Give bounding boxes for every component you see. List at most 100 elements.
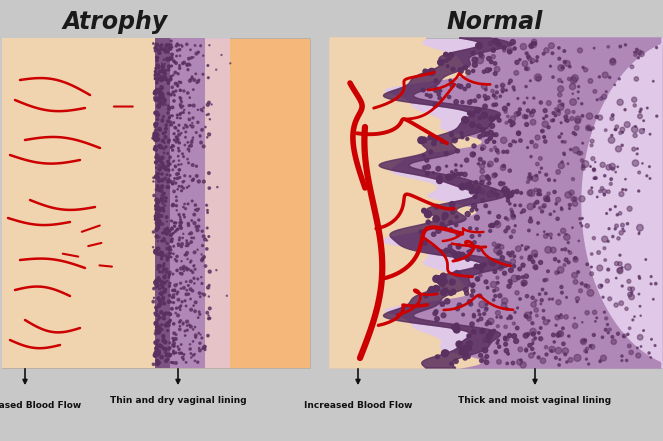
Circle shape [450, 249, 453, 253]
Circle shape [503, 271, 507, 275]
Circle shape [160, 185, 164, 189]
Circle shape [638, 114, 642, 119]
Circle shape [179, 89, 181, 91]
Circle shape [634, 53, 637, 56]
Circle shape [550, 237, 552, 239]
Circle shape [466, 138, 469, 140]
Circle shape [170, 75, 172, 78]
Circle shape [156, 198, 158, 200]
Circle shape [649, 178, 651, 179]
Circle shape [164, 205, 166, 206]
Circle shape [184, 124, 186, 126]
Text: Thin and dry vaginal lining: Thin and dry vaginal lining [109, 396, 247, 405]
Circle shape [160, 92, 163, 94]
Circle shape [638, 232, 640, 233]
Circle shape [154, 111, 157, 115]
Circle shape [202, 293, 203, 294]
Circle shape [176, 177, 178, 179]
Circle shape [524, 67, 528, 70]
Circle shape [479, 116, 481, 119]
Circle shape [570, 99, 576, 105]
Circle shape [168, 294, 170, 296]
Circle shape [650, 283, 652, 285]
Circle shape [163, 281, 166, 284]
Circle shape [552, 119, 554, 121]
Circle shape [444, 351, 449, 355]
Circle shape [156, 253, 158, 255]
Circle shape [180, 164, 182, 165]
Circle shape [160, 76, 162, 78]
Circle shape [183, 90, 185, 92]
Circle shape [520, 44, 526, 50]
Circle shape [178, 321, 180, 323]
Circle shape [480, 169, 485, 174]
Circle shape [509, 235, 512, 239]
Circle shape [591, 157, 595, 161]
Circle shape [458, 67, 463, 73]
Circle shape [453, 326, 460, 333]
Circle shape [484, 280, 488, 284]
Circle shape [442, 279, 448, 284]
Circle shape [166, 57, 168, 60]
Circle shape [595, 321, 596, 322]
Circle shape [198, 225, 200, 228]
Circle shape [492, 103, 495, 107]
Circle shape [528, 190, 535, 196]
Circle shape [179, 225, 181, 227]
Circle shape [434, 204, 439, 209]
Circle shape [484, 308, 488, 311]
Circle shape [158, 158, 162, 162]
Circle shape [157, 297, 160, 300]
Circle shape [574, 318, 575, 319]
Circle shape [178, 142, 180, 144]
Circle shape [633, 160, 638, 166]
Circle shape [548, 43, 554, 49]
Circle shape [555, 315, 560, 320]
Circle shape [477, 310, 480, 312]
Circle shape [574, 133, 577, 135]
Circle shape [159, 237, 160, 238]
Circle shape [167, 93, 170, 95]
Circle shape [190, 141, 193, 143]
Circle shape [512, 86, 515, 89]
Circle shape [538, 171, 540, 173]
Circle shape [155, 222, 158, 224]
Circle shape [465, 292, 469, 295]
Circle shape [170, 233, 172, 235]
Circle shape [444, 248, 449, 253]
Circle shape [542, 52, 545, 55]
Circle shape [163, 75, 166, 78]
Circle shape [574, 355, 581, 361]
Circle shape [163, 338, 164, 339]
Circle shape [552, 120, 554, 122]
Circle shape [158, 213, 160, 215]
Circle shape [580, 282, 583, 285]
Circle shape [530, 80, 531, 82]
Circle shape [180, 105, 181, 106]
Circle shape [163, 239, 166, 242]
Circle shape [184, 330, 186, 332]
Circle shape [533, 206, 535, 208]
Circle shape [615, 206, 616, 207]
Circle shape [185, 137, 186, 138]
Circle shape [545, 278, 548, 281]
Circle shape [154, 75, 156, 77]
Circle shape [170, 65, 172, 67]
Circle shape [621, 144, 623, 146]
Bar [2, 38, 310, 368]
Circle shape [532, 343, 534, 344]
Circle shape [154, 147, 156, 151]
Circle shape [558, 364, 560, 366]
Circle shape [171, 59, 173, 60]
Circle shape [482, 161, 485, 164]
Circle shape [587, 127, 589, 129]
Circle shape [579, 218, 581, 220]
Circle shape [438, 59, 444, 66]
Circle shape [161, 207, 164, 210]
Circle shape [539, 101, 542, 104]
Circle shape [177, 138, 179, 140]
Circle shape [506, 362, 509, 365]
Circle shape [164, 99, 166, 101]
Circle shape [483, 94, 487, 98]
Circle shape [585, 125, 591, 131]
